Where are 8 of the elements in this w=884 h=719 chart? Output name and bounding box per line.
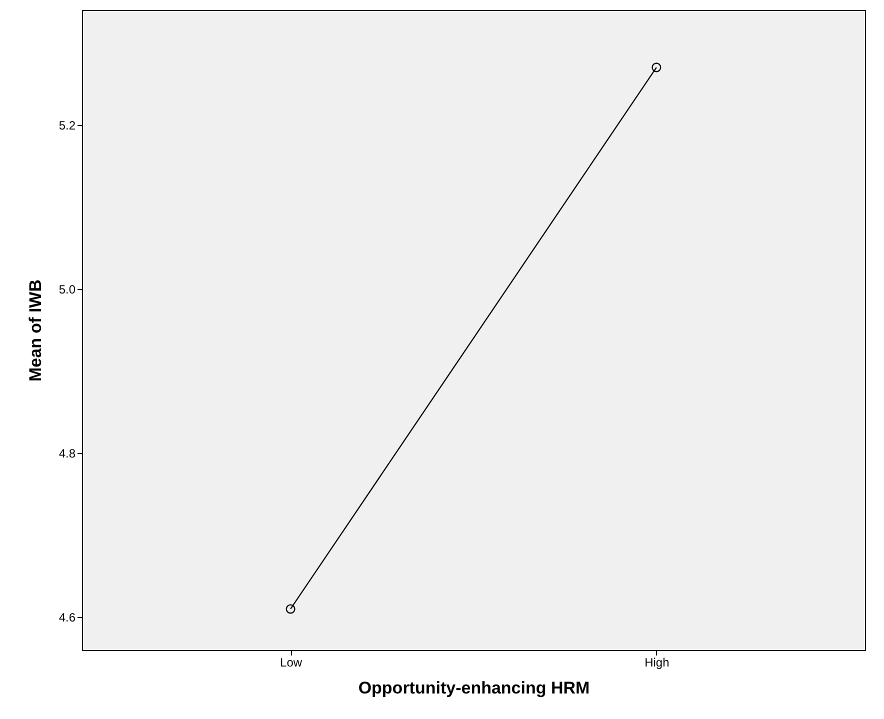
x-tick-label: Low	[280, 656, 302, 670]
y-tick-label: 5.0	[58, 282, 76, 296]
x-tick-label: High	[644, 656, 670, 670]
y-tick-label: 5.2	[58, 118, 76, 132]
y-tick-label: 4.6	[58, 610, 76, 625]
x-axis-title: Opportunity-enhancing HRM	[358, 678, 590, 698]
y-axis-title: Mean of IWB	[26, 280, 45, 382]
y-tick-label: 4.8	[58, 446, 76, 461]
